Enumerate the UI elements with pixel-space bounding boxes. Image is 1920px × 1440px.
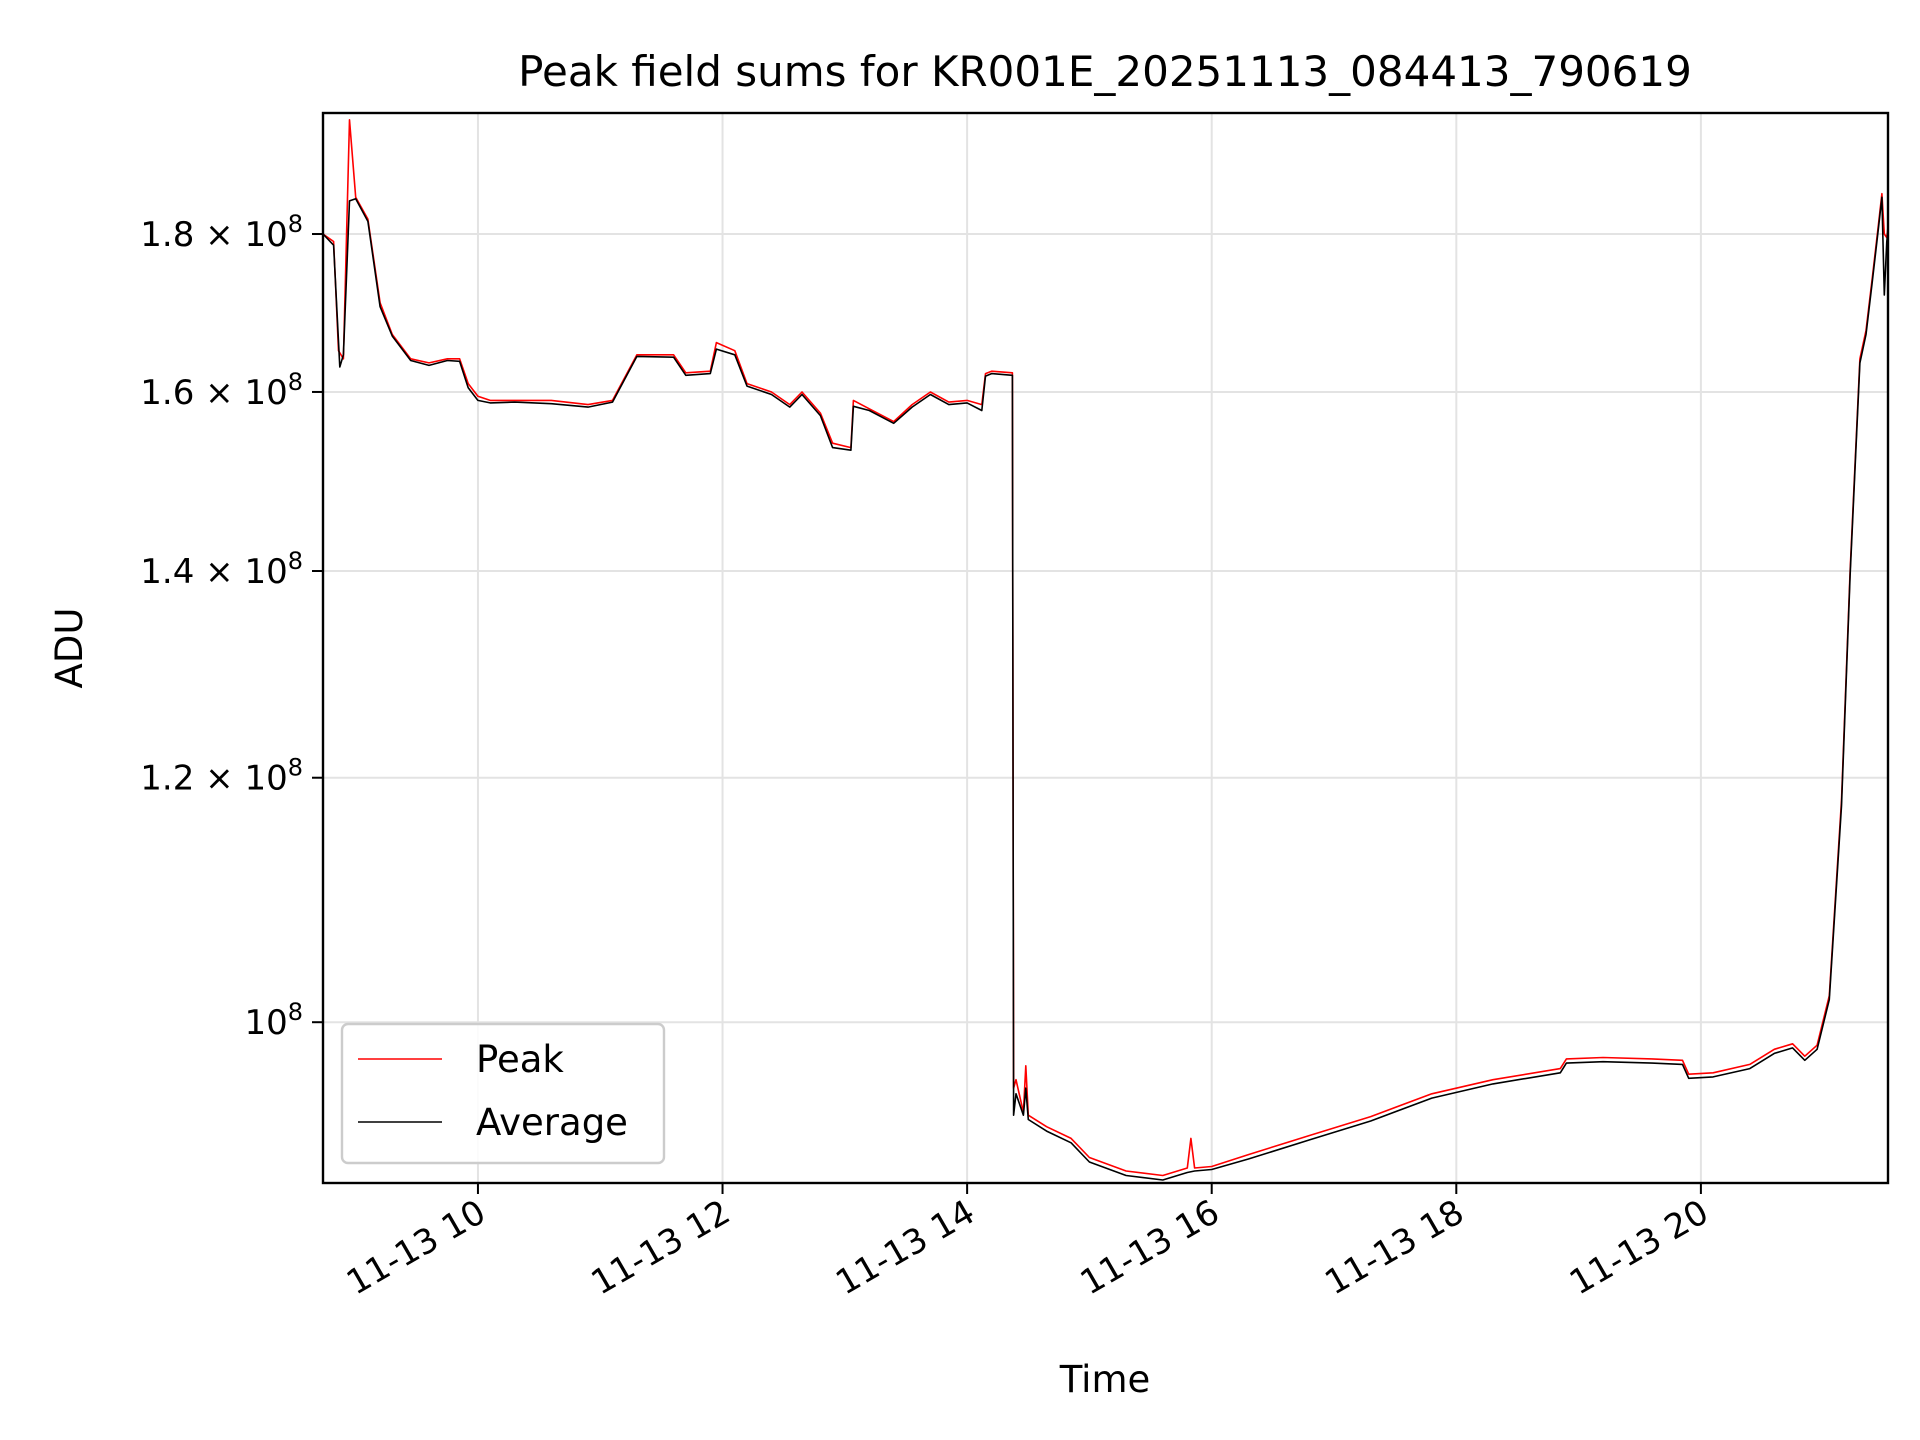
y-axis-label: ADU	[48, 608, 91, 689]
legend-label-average: Average	[476, 1101, 628, 1144]
series-layer	[323, 119, 1888, 1181]
grid	[323, 113, 1888, 1183]
y-tick-label: 1.6 × 108	[140, 368, 303, 413]
x-axis-label: Time	[1059, 1358, 1151, 1401]
y-tick-label: 1.8 × 108	[140, 210, 303, 255]
chart-title: Peak field sums for KR001E_20251113_0844…	[518, 47, 1692, 96]
plot-frame	[321, 111, 1890, 1185]
series-line-peak	[323, 119, 1888, 1177]
y-tick-label: 1.2 × 108	[140, 754, 303, 799]
legend: Peak Average	[340, 1022, 666, 1165]
y-tick-label: 1.4 × 108	[140, 547, 303, 592]
legend-label-peak: Peak	[476, 1038, 564, 1081]
series-line-average	[323, 196, 1888, 1181]
